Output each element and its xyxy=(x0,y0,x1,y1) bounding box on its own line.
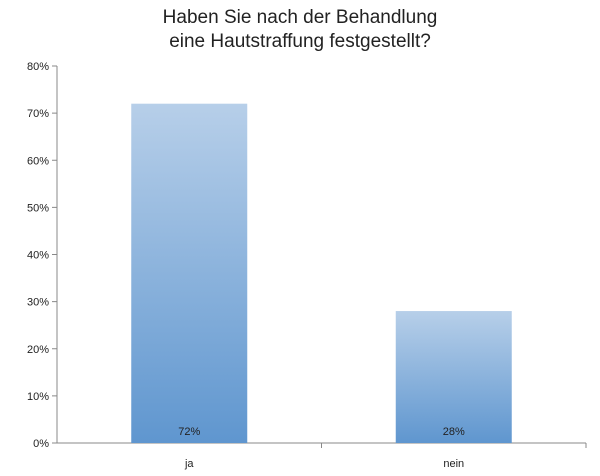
data-label-ja: 72% xyxy=(178,426,200,438)
y-tick-label: 0% xyxy=(33,438,49,450)
y-tick-label: 30% xyxy=(27,297,49,309)
labels: 0% 10% 20% 30% 40% 50% 60% 70% 80% 72% ja 28% nein xyxy=(27,61,465,470)
y-tick-label: 70% xyxy=(27,108,49,120)
y-tick-label: 20% xyxy=(27,344,49,356)
y-tick-label: 60% xyxy=(27,155,49,167)
x-tick-label-ja: ja xyxy=(184,458,194,470)
y-tick-label: 40% xyxy=(27,250,49,262)
bar-ja xyxy=(131,103,248,443)
y-tick-label: 80% xyxy=(27,61,49,73)
chart-title: Haben Sie nach der Behandlung eine Hauts… xyxy=(0,6,600,54)
bar-nein xyxy=(395,311,512,443)
x-tick-label-nein: nein xyxy=(443,458,464,470)
chart-title-line-2: eine Hautstraffung festgestellt? xyxy=(169,31,431,52)
data-label-nein: 28% xyxy=(443,426,465,438)
bars xyxy=(131,103,512,443)
y-tick-label: 10% xyxy=(27,391,49,403)
y-tick-label: 50% xyxy=(27,202,49,214)
chart-title-line-1: Haben Sie nach der Behandlung xyxy=(162,7,438,28)
